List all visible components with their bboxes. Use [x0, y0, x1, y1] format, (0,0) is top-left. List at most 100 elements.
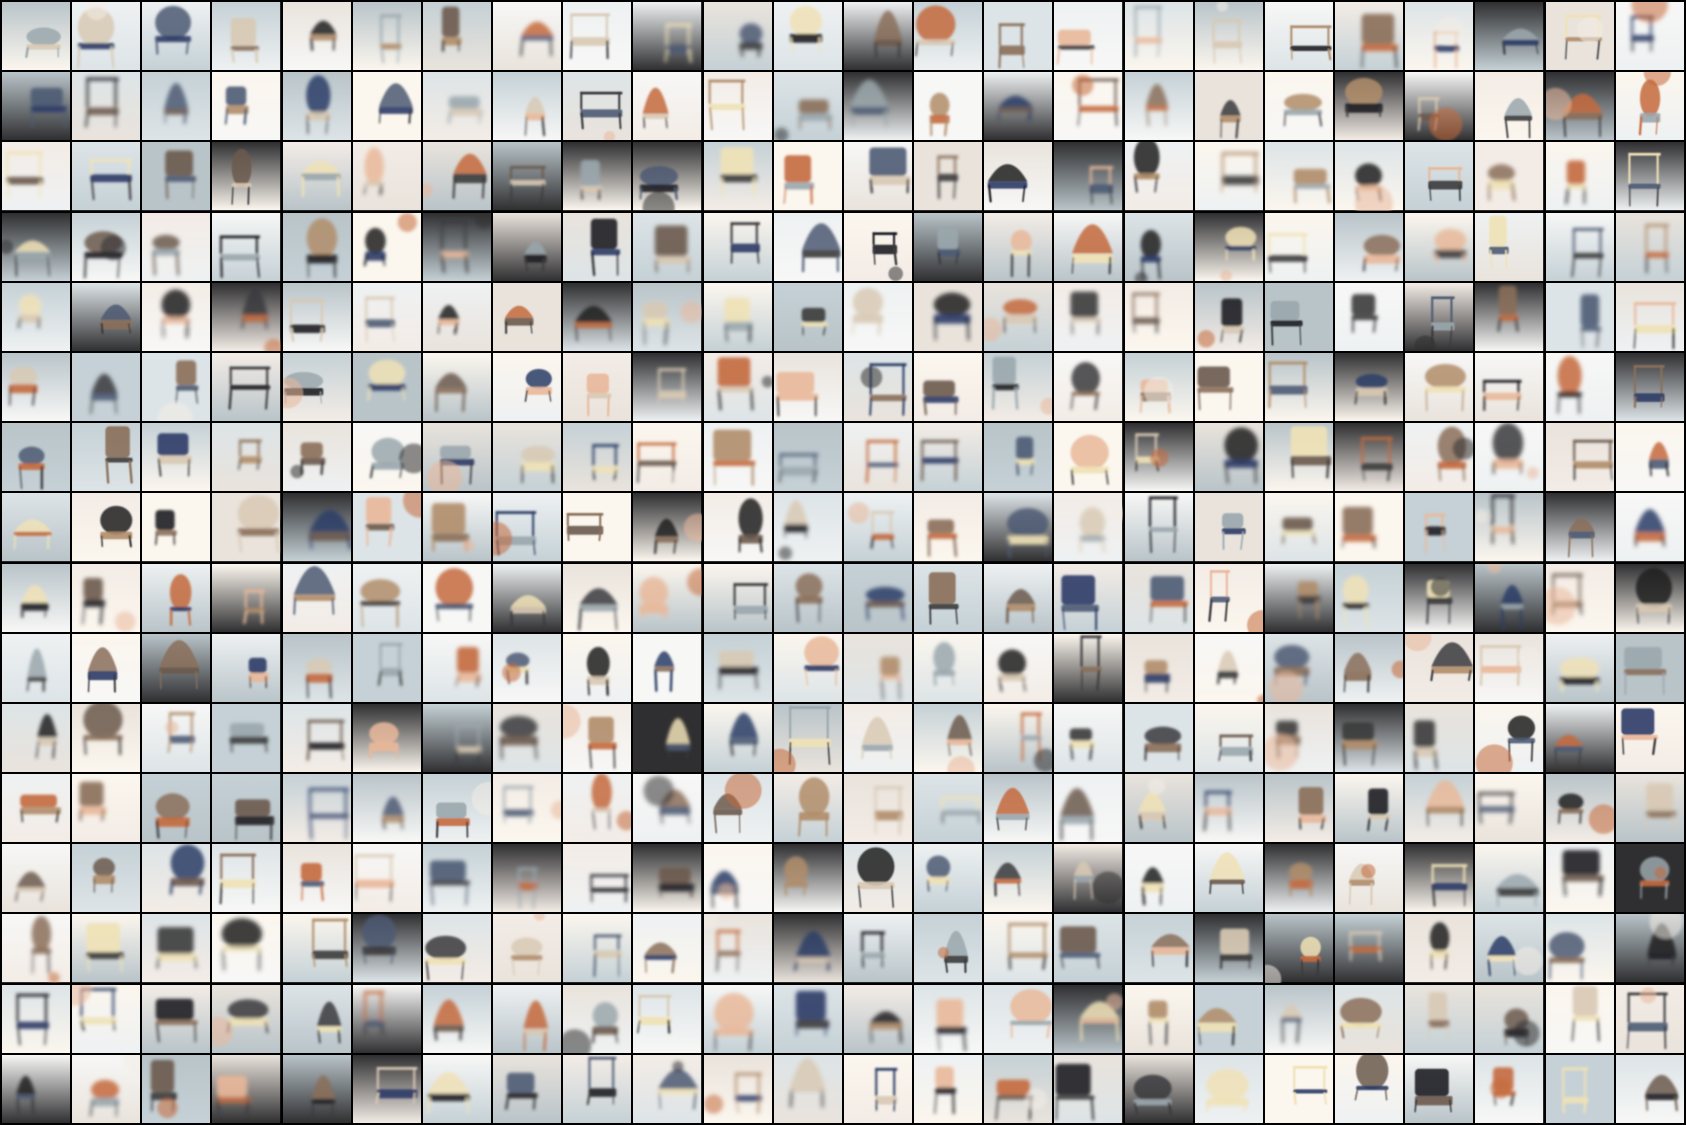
sample-thumbnail [1124, 212, 1193, 281]
sample-thumbnail [142, 493, 211, 562]
sample-thumbnail [352, 142, 421, 211]
sample-thumbnail [352, 493, 421, 562]
sample-thumbnail [773, 914, 842, 983]
sample-thumbnail [633, 142, 702, 211]
sample-thumbnail [1475, 352, 1544, 422]
sample-thumbnail [1475, 72, 1544, 141]
sample-thumbnail [1054, 142, 1123, 211]
sample-thumbnail [72, 493, 141, 562]
sample-thumbnail [142, 914, 211, 983]
sample-thumbnail [914, 844, 983, 913]
sample-thumbnail [1545, 2, 1614, 71]
sample-thumbnail [703, 72, 772, 141]
sample-thumbnail [843, 703, 913, 773]
sample-thumbnail [563, 774, 632, 843]
sample-thumbnail [563, 142, 632, 211]
sample-thumbnail [493, 1054, 562, 1123]
sample-thumbnail [212, 423, 281, 492]
sample-thumbnail [1264, 633, 1334, 702]
sample-thumbnail [1194, 1054, 1263, 1123]
sample-thumbnail [1124, 493, 1193, 562]
sample-thumbnail [142, 844, 211, 913]
sample-thumbnail [282, 423, 351, 492]
sample-thumbnail [1615, 2, 1684, 71]
sample-thumbnail [1405, 72, 1474, 141]
sample-thumbnail [1054, 2, 1123, 71]
sample-thumbnail [142, 703, 211, 773]
sample-thumbnail [1405, 2, 1474, 71]
sample-thumbnail [703, 493, 772, 562]
sample-thumbnail [773, 493, 842, 562]
sample-thumbnail [1194, 844, 1263, 913]
sample-thumbnail [282, 774, 351, 843]
sample-thumbnail [1124, 2, 1193, 71]
sample-thumbnail [1475, 844, 1544, 913]
sample-thumbnail [1124, 282, 1193, 351]
sample-thumbnail [2, 914, 71, 983]
sample-thumbnail [633, 914, 702, 983]
sample-thumbnail [1054, 282, 1123, 351]
sample-thumbnail [1054, 212, 1123, 281]
sample-thumbnail [1264, 352, 1334, 422]
sample-thumbnail [914, 914, 983, 983]
sample-thumbnail [563, 212, 632, 281]
sample-thumbnail [2, 72, 71, 141]
sample-thumbnail [1545, 844, 1614, 913]
sample-thumbnail [422, 72, 492, 141]
sample-thumbnail [914, 563, 983, 632]
sample-thumbnail [914, 703, 983, 773]
sample-thumbnail [984, 703, 1053, 773]
sample-thumbnail [1124, 703, 1193, 773]
sample-thumbnail [282, 212, 351, 281]
sample-thumbnail [1124, 1054, 1193, 1123]
sample-thumbnail [1194, 774, 1263, 843]
sample-thumbnail [142, 212, 211, 281]
sample-thumbnail [1405, 352, 1474, 422]
sample-thumbnail [493, 2, 562, 71]
sample-thumbnail [984, 984, 1053, 1053]
sample-thumbnail [282, 142, 351, 211]
sample-thumbnail [1335, 703, 1404, 773]
sample-thumbnail [493, 72, 562, 141]
sample-thumbnail [1615, 914, 1684, 983]
sample-thumbnail [1405, 844, 1474, 913]
sample-thumbnail [1194, 72, 1263, 141]
sample-thumbnail [72, 914, 141, 983]
sample-thumbnail [72, 423, 141, 492]
sample-thumbnail [773, 212, 842, 281]
sample-thumbnail [2, 844, 71, 913]
sample-thumbnail [72, 844, 141, 913]
sample-thumbnail [212, 1054, 281, 1123]
sample-thumbnail [1545, 914, 1614, 983]
sample-thumbnail [1615, 774, 1684, 843]
sample-thumbnail [563, 563, 632, 632]
sample-thumbnail [1475, 703, 1544, 773]
sample-thumbnail [1335, 984, 1404, 1053]
sample-thumbnail [72, 774, 141, 843]
sample-thumbnail [703, 633, 772, 702]
sample-thumbnail [984, 493, 1053, 562]
sample-thumbnail [493, 984, 562, 1053]
sample-thumbnail [1264, 563, 1334, 632]
sample-thumbnail [914, 212, 983, 281]
sample-thumbnail [142, 563, 211, 632]
sample-thumbnail [1335, 72, 1404, 141]
sample-thumbnail [493, 352, 562, 422]
sample-thumbnail [212, 563, 281, 632]
sample-thumbnail [563, 352, 632, 422]
sample-thumbnail [1615, 844, 1684, 913]
sample-thumbnail [633, 493, 702, 562]
sample-thumbnail [72, 984, 141, 1053]
sample-thumbnail [282, 633, 351, 702]
sample-thumbnail [1335, 2, 1404, 71]
sample-thumbnail [493, 703, 562, 773]
sample-thumbnail [984, 774, 1053, 843]
sample-thumbnail [212, 72, 281, 141]
sample-thumbnail [1615, 563, 1684, 632]
sample-thumbnail [843, 844, 913, 913]
sample-thumbnail [1124, 142, 1193, 211]
sample-thumbnail [1475, 423, 1544, 492]
sample-thumbnail [2, 2, 71, 71]
sample-thumbnail [212, 493, 281, 562]
sample-thumbnail [1054, 984, 1123, 1053]
